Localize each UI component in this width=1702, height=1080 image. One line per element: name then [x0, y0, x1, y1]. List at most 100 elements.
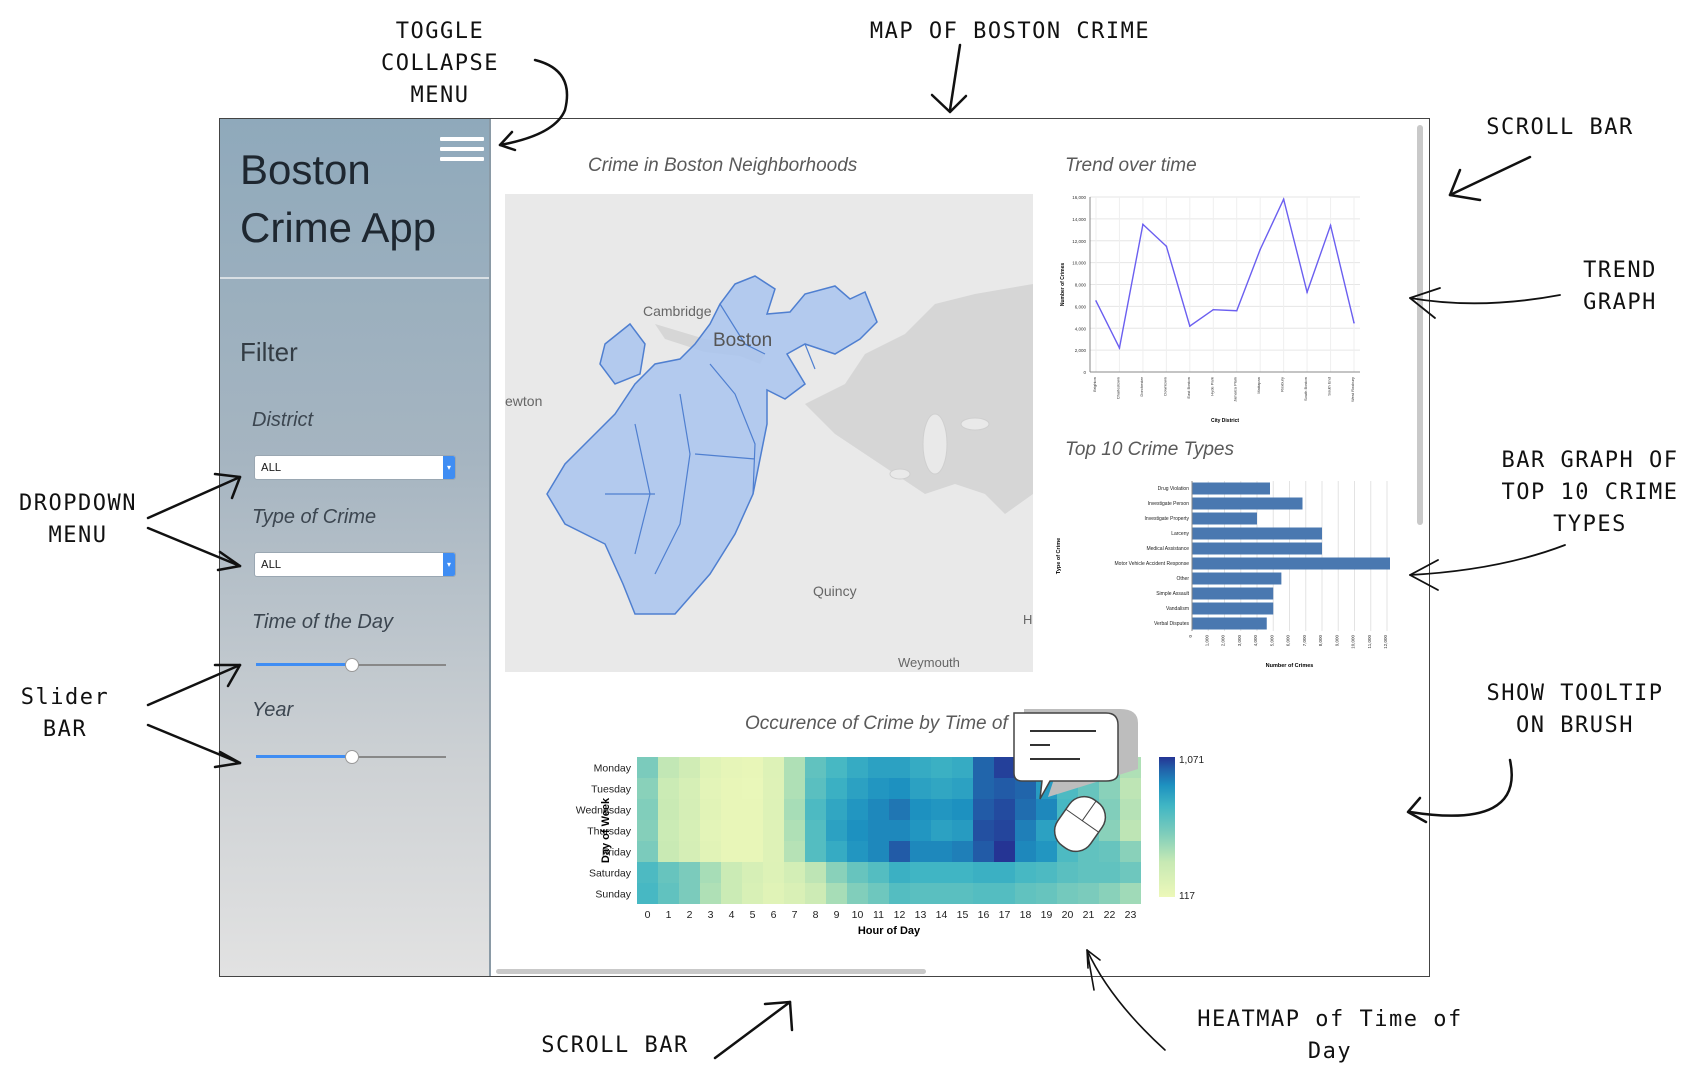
heatmap-cell [805, 862, 826, 883]
heatmap-cell [910, 799, 931, 820]
heatmap-legend-bar [1159, 757, 1175, 897]
heatmap-cell [658, 799, 679, 820]
app-window: Boston Crime App Filter District ALL ▾ T… [219, 118, 1430, 977]
bar [1192, 482, 1270, 495]
heatmap-cell [1036, 862, 1057, 883]
heatmap-x-tick: 8 [813, 909, 819, 921]
trend-x-label: City District [1211, 418, 1239, 424]
heatmap-cell [637, 799, 658, 820]
trend-chart[interactable]: 0 2,000 4,000 6,000 8,000 10,000 12,000 14,000 1… [1050, 187, 1390, 432]
annotation-heatmap: HEATMAP of Time of Day [1197, 1007, 1463, 1064]
bars-title: Top 10 Crime Types [1065, 439, 1234, 460]
heatmap-cell [826, 862, 847, 883]
trend-x-tick: Hyde Park [1209, 377, 1214, 396]
bars-x-tick: 9,000 [1334, 635, 1339, 647]
heatmap-cell [952, 778, 973, 799]
arrow-map [948, 43, 962, 112]
heatmap-cell [1120, 820, 1141, 841]
trend-y-tick: 4,000 [1075, 326, 1087, 331]
bars-y-tick: Vandalism [1166, 606, 1189, 612]
map-label-cambridge: Cambridge [643, 303, 712, 319]
heatmap-cell [679, 778, 700, 799]
heatmap-cell [889, 883, 910, 904]
heatmap-y-label: Day of Week [600, 797, 612, 863]
trend-y-tick: 8,000 [1075, 283, 1087, 288]
heatmap-cell [721, 799, 742, 820]
heatmap-cell [847, 757, 868, 778]
heatmap-cell [700, 799, 721, 820]
annotation-dropdown-menu: DROPDOWN MENU [19, 491, 137, 548]
heatmap-cell [931, 883, 952, 904]
heatmap-cell [994, 841, 1015, 862]
vertical-scrollbar[interactable] [1417, 125, 1423, 525]
heatmap-cell [1120, 778, 1141, 799]
heatmap-cell [847, 799, 868, 820]
heatmap-cell [679, 883, 700, 904]
heatmap-x-tick: 17 [999, 909, 1011, 921]
heatmap-x-tick: 7 [792, 909, 798, 921]
heatmap-cell [868, 841, 889, 862]
heatmap-cell [637, 883, 658, 904]
heatmap-cell [679, 820, 700, 841]
trend-title: Trend over time [1065, 155, 1197, 176]
heatmap-cell [1078, 883, 1099, 904]
district-label: District [252, 409, 314, 431]
heatmap-cell [889, 799, 910, 820]
bars-y-tick: Investigate Person [1148, 501, 1190, 507]
heatmap-cell [868, 778, 889, 799]
slider-handle[interactable] [345, 658, 359, 672]
boston-map[interactable]: Cambridge Boston ewton Quincy Weymouth H [505, 194, 1033, 672]
trend-point [1212, 308, 1215, 311]
trend-line [1095, 197, 1355, 351]
heatmap-cell [952, 757, 973, 778]
trend-y-tick: 0 [1083, 370, 1086, 375]
heatmap-cell [826, 820, 847, 841]
map-label-newton: ewton [505, 393, 542, 409]
arrow-head [930, 93, 968, 114]
tooltip-illustration [1013, 709, 1138, 853]
bars-y-tick: Drug Violation [1158, 486, 1190, 492]
trend-x-tick: Charlestown [1115, 377, 1120, 399]
year-slider[interactable] [256, 750, 446, 764]
trend-y-tick: 14,000 [1072, 217, 1086, 222]
heatmap-cell [1015, 883, 1036, 904]
heatmap-x-tick: 4 [729, 909, 735, 921]
trend-point [1235, 309, 1238, 312]
bars-x-tick: 3,000 [1237, 635, 1242, 647]
type-of-crime-dropdown[interactable]: ALL ▾ [254, 552, 456, 577]
map-label-quincy: Quincy [813, 583, 857, 599]
bar [1192, 512, 1257, 525]
slider-handle[interactable] [345, 750, 359, 764]
heatmap-y-tick: Friday [602, 847, 632, 859]
district-dropdown[interactable]: ALL ▾ [254, 455, 456, 480]
bars-x-tick: 0 [1188, 635, 1193, 638]
arrow-bar-graph [1409, 544, 1566, 576]
heatmap-cell [763, 820, 784, 841]
heatmap-cell [868, 883, 889, 904]
heatmap-cell [637, 862, 658, 883]
type-of-crime-dropdown-value: ALL [261, 558, 281, 571]
heatmap-cell [658, 841, 679, 862]
chevron-down-icon: ▾ [443, 553, 455, 576]
heatmap-cell [742, 778, 763, 799]
hamburger-menu-icon[interactable] [440, 131, 484, 171]
heatmap-cell [763, 757, 784, 778]
heatmap-cell [784, 862, 805, 883]
chevron-down-icon: ▾ [443, 456, 455, 479]
heatmap-cell [973, 841, 994, 862]
annotation-trend-graph: TREND GRAPH [1583, 258, 1657, 315]
bar [1192, 587, 1274, 600]
map-island [960, 417, 990, 431]
heatmap-cell [910, 778, 931, 799]
heatmap-cell [805, 883, 826, 904]
heatmap-cell [637, 778, 658, 799]
time-of-day-slider[interactable] [256, 658, 446, 672]
heatmap-cell [805, 799, 826, 820]
bar-chart[interactable]: 0 1,000 2,000 3,000 4,000 5,000 6,000 7,000 8,00… [1050, 471, 1390, 671]
annotation-map-of-boston-crime: MAP OF BOSTON CRIME [869, 19, 1151, 44]
horizontal-scrollbar[interactable] [496, 969, 926, 974]
heatmap-cell [763, 778, 784, 799]
bars-y-tick: Investigate Property [1145, 516, 1190, 522]
heatmap-cell [994, 862, 1015, 883]
heatmap-cell [637, 820, 658, 841]
